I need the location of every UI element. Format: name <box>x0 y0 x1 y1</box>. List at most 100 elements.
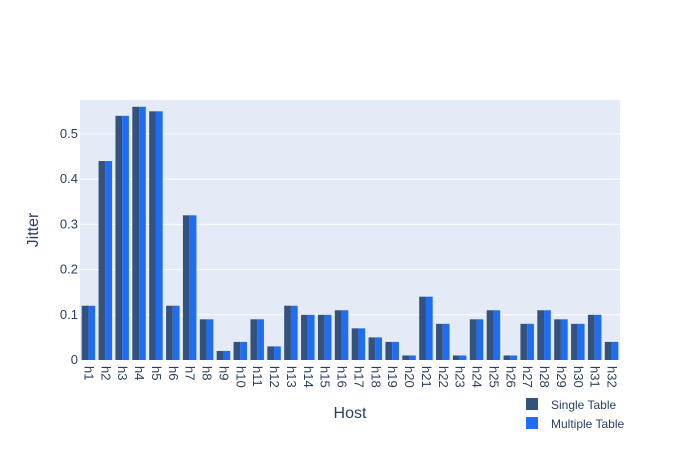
x-tick-labels: h1 h2 h3 h4 h5 h6 h7 h8 h9 h10 h11 h12 h13 h14 h15 h16 h… <box>81 366 619 388</box>
bar-single-table-h14[interactable] <box>301 314 308 360</box>
bar-multiple-table-h6[interactable] <box>172 305 180 360</box>
bar-single-table-h1[interactable] <box>81 305 89 360</box>
bar-single-table-h30[interactable] <box>571 323 578 360</box>
bar-multiple-table-h29[interactable] <box>560 319 568 360</box>
bar-multiple-table-h10[interactable] <box>240 341 248 360</box>
bar-multiple-table-h32[interactable] <box>611 341 619 360</box>
bar-multiple-table-h1[interactable] <box>88 305 96 360</box>
x-tick-label: h26 <box>503 366 518 388</box>
bar-single-table-h4[interactable] <box>132 106 140 360</box>
bar-single-table-h24[interactable] <box>469 319 477 360</box>
bar-single-table-h32[interactable] <box>604 341 612 360</box>
bar-single-table-h18[interactable] <box>368 337 376 360</box>
bar-multiple-table-h30[interactable] <box>577 323 585 360</box>
bar-single-table-h2[interactable] <box>98 161 106 360</box>
bar-single-table-h26[interactable] <box>503 355 511 360</box>
x-axis-title: Host <box>334 405 367 422</box>
x-tick-label: h31 <box>588 366 603 388</box>
bar-multiple-table-h16[interactable] <box>341 310 349 360</box>
legend-swatch-multiple-table[interactable] <box>526 417 538 429</box>
bar-single-table-h5[interactable] <box>149 111 156 360</box>
bar-single-table-h16[interactable] <box>334 310 342 360</box>
x-tick-label: h28 <box>537 366 552 388</box>
x-tick-label: h22 <box>436 366 451 388</box>
bar-multiple-table-h9[interactable] <box>223 350 231 360</box>
bar-single-table-h21[interactable] <box>419 296 426 360</box>
bar-single-table-h23[interactable] <box>452 355 460 360</box>
bar-multiple-table-h28[interactable] <box>544 310 551 360</box>
x-tick-label: h5 <box>149 366 164 380</box>
x-tick-label: h30 <box>571 366 586 388</box>
bar-multiple-table-h12[interactable] <box>274 346 281 360</box>
x-tick-label: h20 <box>402 366 417 388</box>
bar-single-table-h17[interactable] <box>351 328 359 360</box>
bar-single-table-h31[interactable] <box>587 314 595 360</box>
legend-label-multiple-table[interactable]: Multiple Table <box>551 417 624 431</box>
bar-multiple-table-h25[interactable] <box>493 310 501 360</box>
bar-single-table-h13[interactable] <box>284 305 291 360</box>
bar-single-table-h25[interactable] <box>486 310 494 360</box>
bar-single-table-h6[interactable] <box>166 305 173 360</box>
bar-multiple-table-h3[interactable] <box>122 115 129 361</box>
x-tick-label: h27 <box>520 366 535 388</box>
bar-multiple-table-h7[interactable] <box>189 215 197 360</box>
bar-multiple-table-h18[interactable] <box>375 337 383 360</box>
bar-multiple-table-h23[interactable] <box>459 355 467 360</box>
bar-multiple-table-h4[interactable] <box>139 106 146 360</box>
bar-single-table-h22[interactable] <box>436 323 443 360</box>
bar-multiple-table-h21[interactable] <box>425 296 433 360</box>
x-tick-label: h6 <box>166 366 181 380</box>
bar-multiple-table-h8[interactable] <box>206 319 214 360</box>
x-tick-label: h16 <box>335 366 350 388</box>
bar-multiple-table-h31[interactable] <box>594 314 602 360</box>
bar-single-table-h10[interactable] <box>233 341 241 360</box>
bar-multiple-table-h15[interactable] <box>324 314 332 360</box>
bar-multiple-table-h11[interactable] <box>257 319 264 360</box>
x-tick-label: h1 <box>81 366 96 380</box>
bar-single-table-h29[interactable] <box>554 319 561 360</box>
bar-multiple-table-h17[interactable] <box>358 328 366 360</box>
y-tick-label: 0.4 <box>60 171 78 186</box>
bar-multiple-table-h13[interactable] <box>290 305 298 360</box>
bar-single-table-h28[interactable] <box>537 310 545 360</box>
x-tick-label: h17 <box>351 366 366 388</box>
x-tick-label: h12 <box>267 366 282 388</box>
bar-multiple-table-h20[interactable] <box>409 355 416 360</box>
bar-multiple-table-h2[interactable] <box>105 161 113 360</box>
bar-single-table-h7[interactable] <box>182 215 190 360</box>
x-tick-label: h29 <box>554 366 569 388</box>
y-tick-label: 0 <box>71 352 78 367</box>
x-tick-label: h4 <box>132 366 147 380</box>
bar-multiple-table-h5[interactable] <box>155 111 163 360</box>
bar-single-table-h3[interactable] <box>115 115 123 361</box>
y-tick-label: 0.2 <box>60 262 78 277</box>
bar-multiple-table-h14[interactable] <box>307 314 315 360</box>
bar-single-table-h11[interactable] <box>250 319 258 360</box>
bar-multiple-table-h22[interactable] <box>442 323 450 360</box>
bar-multiple-table-h26[interactable] <box>510 355 518 360</box>
x-tick-label: h32 <box>605 366 620 388</box>
bar-single-table-h15[interactable] <box>317 314 325 360</box>
bar-single-table-h8[interactable] <box>199 319 207 360</box>
x-tick-label: h9 <box>216 366 231 380</box>
y-tick-label: 0.5 <box>60 126 78 141</box>
bar-single-table-h12[interactable] <box>267 346 275 360</box>
bar-multiple-table-h27[interactable] <box>527 323 534 360</box>
bar-multiple-table-h19[interactable] <box>392 341 399 360</box>
bars <box>81 106 619 361</box>
bar-single-table-h27[interactable] <box>520 323 528 360</box>
x-tick-label: h21 <box>419 366 434 388</box>
y-tick-label: 0.1 <box>60 307 78 322</box>
bar-single-table-h19[interactable] <box>385 341 393 360</box>
x-tick-label: h24 <box>470 366 485 388</box>
bar-single-table-h20[interactable] <box>402 355 410 360</box>
x-tick-label: h10 <box>233 366 248 388</box>
bar-multiple-table-h24[interactable] <box>476 319 484 360</box>
x-tick-label: h23 <box>453 366 468 388</box>
bar-single-table-h9[interactable] <box>216 350 224 360</box>
x-tick-label: h7 <box>183 366 198 380</box>
legend-swatch-single-table[interactable] <box>526 398 538 410</box>
legend-label-single-table[interactable]: Single Table <box>551 398 616 412</box>
